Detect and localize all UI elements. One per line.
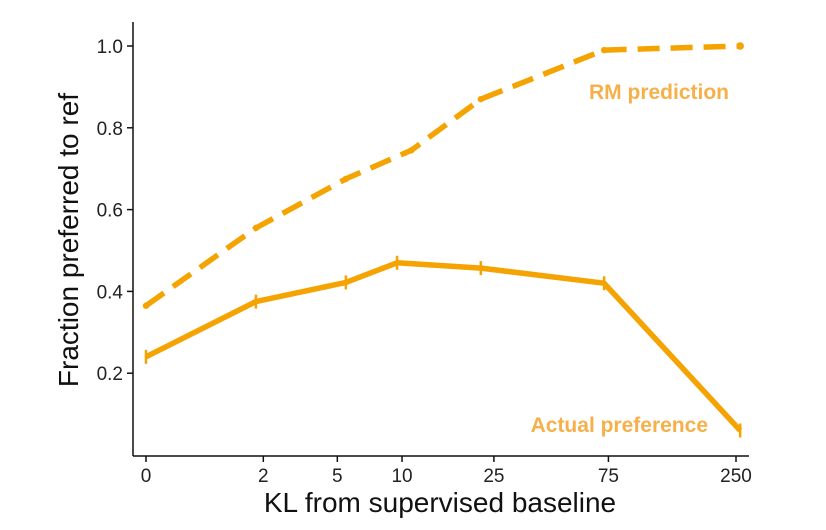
- rm-prediction-point: [142, 302, 150, 309]
- y-tick-label: 0.6: [97, 201, 123, 222]
- rm-prediction-point: [252, 224, 260, 232]
- rm-prediction-point: [342, 175, 350, 183]
- series-label-rm-prediction: RM prediction: [589, 81, 729, 104]
- rm-prediction-point: [736, 42, 744, 50]
- axes: [132, 22, 749, 457]
- x-tick-label: 25: [483, 466, 504, 487]
- rm-prediction-point: [477, 95, 485, 103]
- series-label-actual-preference: Actual preference: [531, 414, 708, 437]
- y-tick-label: 1.0: [97, 37, 123, 58]
- actual-preference-line: [144, 260, 743, 433]
- y-tick-label: 0.4: [97, 282, 124, 303]
- y-tick-label: 0.8: [97, 119, 123, 140]
- y-axis-title: Fraction preferred to ref: [53, 93, 84, 387]
- x-tick-label: 75: [598, 466, 619, 487]
- x-tick-label: 0: [141, 466, 152, 487]
- x-tick-label: 5: [332, 466, 343, 487]
- x-tick-label: 2: [258, 466, 269, 487]
- x-ticks: 0 2 5 10 25 75 250: [141, 456, 752, 487]
- x-axis-title: KL from supervised baseline: [264, 487, 616, 518]
- series-lines: [142, 42, 744, 438]
- x-tick-label: 250: [720, 466, 752, 487]
- y-ticks: 0.2 0.4 0.6 0.8 1.0: [97, 37, 133, 385]
- x-tick-label: 10: [391, 466, 412, 487]
- rm-prediction-point: [408, 147, 415, 154]
- rm-prediction-point: [600, 46, 608, 54]
- y-tick-label: 0.2: [97, 364, 123, 385]
